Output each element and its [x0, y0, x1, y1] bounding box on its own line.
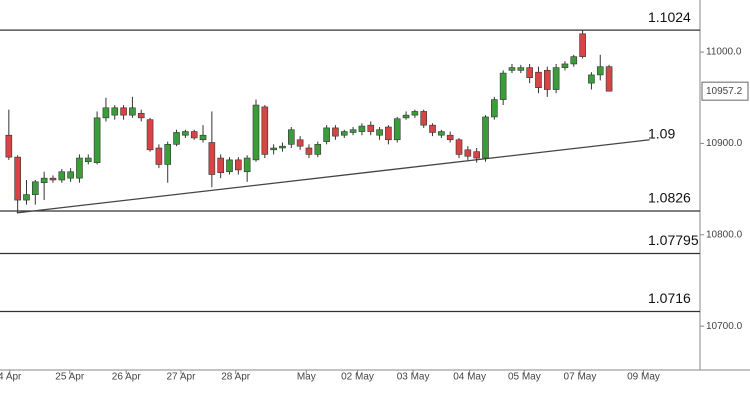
candle-body	[129, 107, 136, 116]
candle-body	[473, 151, 480, 159]
candle-body	[49, 177, 57, 181]
candle-body	[287, 129, 295, 145]
candle-body	[579, 33, 586, 57]
x-tick-label: May	[297, 372, 316, 383]
x-tick-label: 25 Apr	[55, 372, 85, 383]
x-tick-label: 4 Apr	[0, 372, 22, 383]
trendline-label: 1.09	[648, 125, 675, 141]
candle-body	[596, 66, 604, 76]
level-label: 1.0826	[648, 190, 691, 206]
candle-body	[32, 181, 39, 195]
candle-body	[270, 147, 277, 151]
candle-body	[526, 67, 533, 78]
candle-body	[543, 70, 551, 90]
candle-body	[349, 129, 357, 133]
candle-body	[23, 194, 30, 201]
x-tick-label: 03 May	[397, 372, 430, 383]
candle-body	[296, 139, 304, 147]
trendline	[16, 139, 650, 214]
candle-body	[164, 144, 172, 165]
candle-body	[429, 124, 436, 133]
candle-body	[199, 134, 207, 141]
candle-body	[491, 99, 498, 118]
candle-body	[67, 171, 74, 179]
x-tick-label: 02 May	[341, 372, 374, 383]
candle-body	[367, 124, 375, 132]
candle-body	[358, 125, 366, 132]
candle-body	[517, 67, 525, 71]
candle-body	[376, 129, 383, 136]
candle-body	[588, 74, 595, 84]
price-tag-label: 10957.2	[706, 86, 743, 97]
x-tick-label: 09 May	[627, 372, 660, 383]
y-tick-label: 10700.0	[706, 321, 743, 332]
candle-body	[84, 157, 92, 163]
candle-body	[411, 111, 419, 116]
candle-body	[146, 119, 154, 151]
candle-body	[455, 139, 463, 155]
candle-body	[40, 177, 48, 184]
x-tick-label: 28 Apr	[221, 372, 251, 383]
candle-body	[499, 72, 507, 100]
x-tick-label: 07 May	[564, 372, 597, 383]
level-label: 1.07795	[648, 232, 699, 248]
y-tick-label: 11000.0	[706, 47, 742, 58]
x-tick-label: 27 Apr	[166, 372, 196, 383]
candle-body	[261, 106, 269, 155]
candle-body	[93, 117, 101, 163]
candle-body	[393, 118, 401, 141]
x-tick-label: 04 May	[453, 372, 486, 383]
candle-body	[552, 67, 560, 90]
candle-body	[279, 145, 286, 149]
candle-body	[332, 127, 339, 137]
candle-body	[323, 127, 330, 142]
y-tick-label: 10900.0	[706, 138, 743, 149]
candle-body	[111, 107, 119, 116]
candle-body	[314, 144, 322, 155]
candle-body	[14, 156, 21, 201]
candle-body	[340, 131, 348, 136]
candle-body	[58, 171, 66, 181]
candle-body	[182, 131, 189, 136]
candle-body	[155, 147, 163, 165]
candle-body	[235, 159, 242, 171]
candle-body	[305, 147, 313, 155]
candle-body	[102, 107, 110, 119]
candle-body	[120, 107, 127, 116]
candle-body	[217, 157, 224, 173]
candle-body	[570, 56, 578, 65]
candle-body	[5, 134, 13, 158]
candle-body	[605, 66, 613, 92]
candle-body	[482, 116, 489, 159]
candle-body	[420, 111, 428, 126]
candle-body	[464, 149, 472, 157]
candle-body	[446, 134, 454, 141]
candle-body	[137, 112, 145, 119]
candle-body	[385, 126, 392, 141]
level-label: 1.1024	[648, 9, 691, 25]
candle-body	[243, 157, 251, 173]
candle-body	[252, 104, 260, 161]
candle-body	[173, 132, 180, 145]
y-tick-label: 10800.0	[706, 229, 743, 240]
candle-body	[190, 131, 198, 139]
candle-body	[535, 71, 542, 89]
candle-body	[438, 131, 445, 136]
candle-body	[76, 157, 83, 179]
candle-body	[226, 159, 233, 173]
x-tick-label: 26 Apr	[112, 372, 142, 383]
x-tick-label: 05 May	[508, 372, 541, 383]
price-tag	[701, 81, 749, 101]
candle-body	[208, 142, 216, 175]
candle-body	[561, 63, 569, 68]
candle-body	[508, 67, 516, 71]
level-label: 1.0716	[648, 290, 691, 306]
candle-body	[402, 114, 410, 119]
